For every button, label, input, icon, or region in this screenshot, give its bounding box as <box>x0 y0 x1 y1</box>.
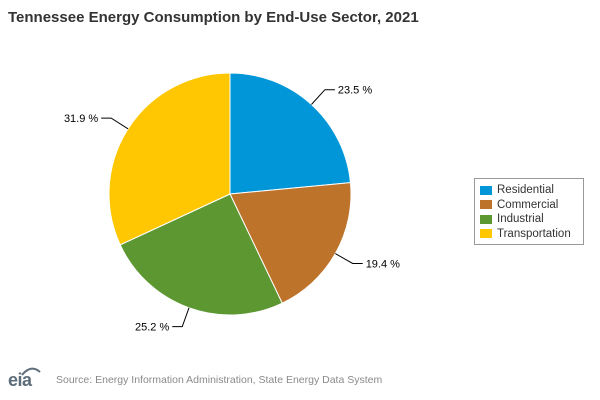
eia-logo-arc-icon <box>21 367 41 376</box>
pie-slice-commercial <box>229 182 352 304</box>
leader-line-residential <box>311 89 335 105</box>
data-label-commercial: 19.4 % <box>366 258 400 270</box>
legend-label-commercial: Commercial <box>497 198 559 211</box>
legend-swatch-industrial <box>480 214 492 224</box>
pie-slice-transportation <box>108 72 231 246</box>
legend-label-industrial: Industrial <box>497 213 544 226</box>
pie-slice-residential <box>229 72 352 195</box>
data-label-transportation: 31.9 % <box>64 113 98 125</box>
legend-item-industrial: Industrial <box>480 212 578 227</box>
leader-line-transportation <box>101 117 129 130</box>
leader-line-commercial <box>335 253 363 264</box>
legend-swatch-transportation <box>480 229 492 239</box>
eia-logo-text: eia <box>8 370 32 390</box>
footer: eia Source: Energy Information Administr… <box>6 367 383 392</box>
legend-item-commercial: Commercial <box>480 198 578 213</box>
pie-slice-industrial <box>119 193 283 316</box>
legend: Residential Commercial Industrial Transp… <box>474 178 584 245</box>
data-label-industrial: 25.2 % <box>135 322 169 334</box>
chart-title: Tennessee Energy Consumption by End-Use … <box>8 9 419 26</box>
legend-label-transportation: Transportation <box>497 227 571 240</box>
legend-item-transportation: Transportation <box>480 227 578 242</box>
data-label-residential: 23.5 % <box>338 85 372 97</box>
legend-item-residential: Residential <box>480 183 578 198</box>
legend-swatch-residential <box>480 185 492 195</box>
legend-swatch-commercial <box>480 200 492 210</box>
legend-label-residential: Residential <box>497 184 554 197</box>
source-note: Source: Energy Information Administratio… <box>56 374 383 386</box>
leader-line-industrial <box>172 307 190 328</box>
eia-logo: eia <box>6 367 42 392</box>
